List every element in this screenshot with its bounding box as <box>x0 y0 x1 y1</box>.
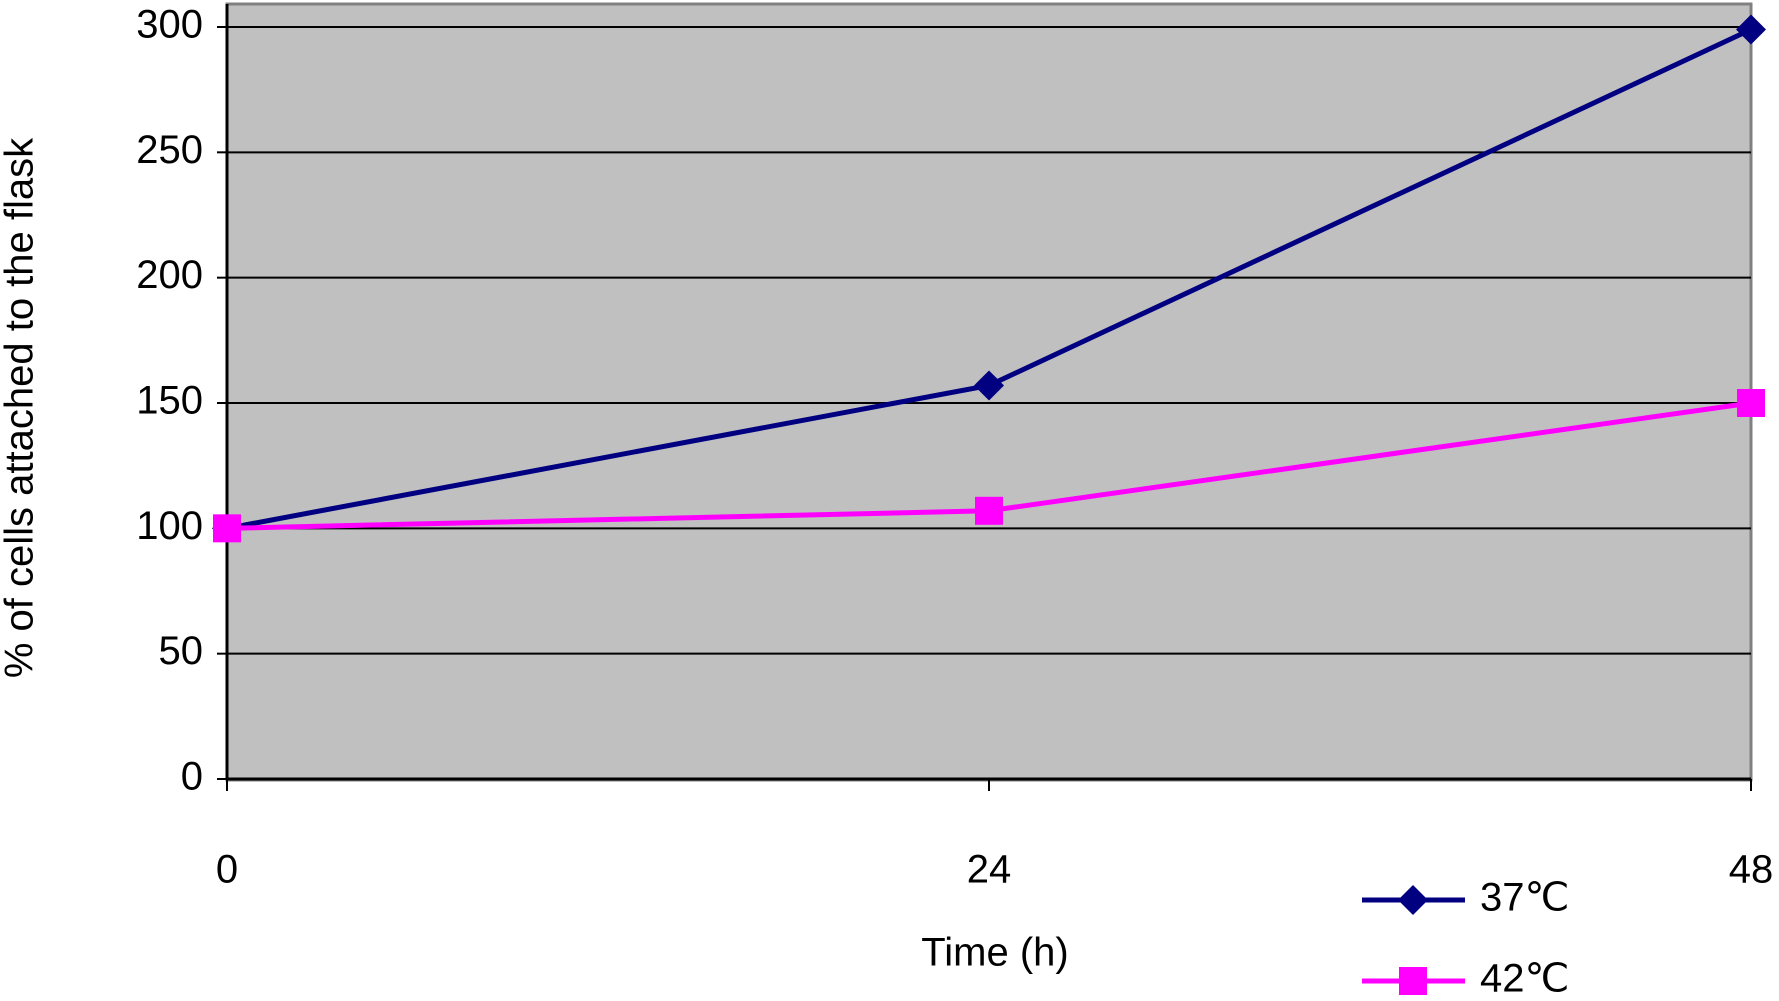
marker <box>975 496 1003 525</box>
y-tick-label: 300 <box>136 3 203 47</box>
y-tick-label: 200 <box>136 253 203 297</box>
marker <box>1736 14 1766 45</box>
y-tick-label: 150 <box>136 379 203 423</box>
y-tick-label: 0 <box>181 755 203 799</box>
x-tick-label: 48 <box>1729 848 1774 892</box>
y-tick-label: 50 <box>159 629 204 673</box>
marker <box>213 514 241 543</box>
x-tick-label: 24 <box>967 848 1012 892</box>
marker <box>974 370 1004 401</box>
y-axis-label: % of cells attached to the flask <box>0 137 42 678</box>
x-axis-label: Time (h) <box>921 931 1068 975</box>
marker <box>1737 389 1765 417</box>
x-tick-label: 0 <box>216 848 238 892</box>
legend-label: 42℃ <box>1480 957 1569 1001</box>
marker <box>1399 967 1427 995</box>
y-tick-label: 250 <box>136 128 203 172</box>
marker <box>1398 885 1428 915</box>
y-tick-label: 100 <box>136 504 203 548</box>
legend-label: 37℃ <box>1480 876 1569 920</box>
